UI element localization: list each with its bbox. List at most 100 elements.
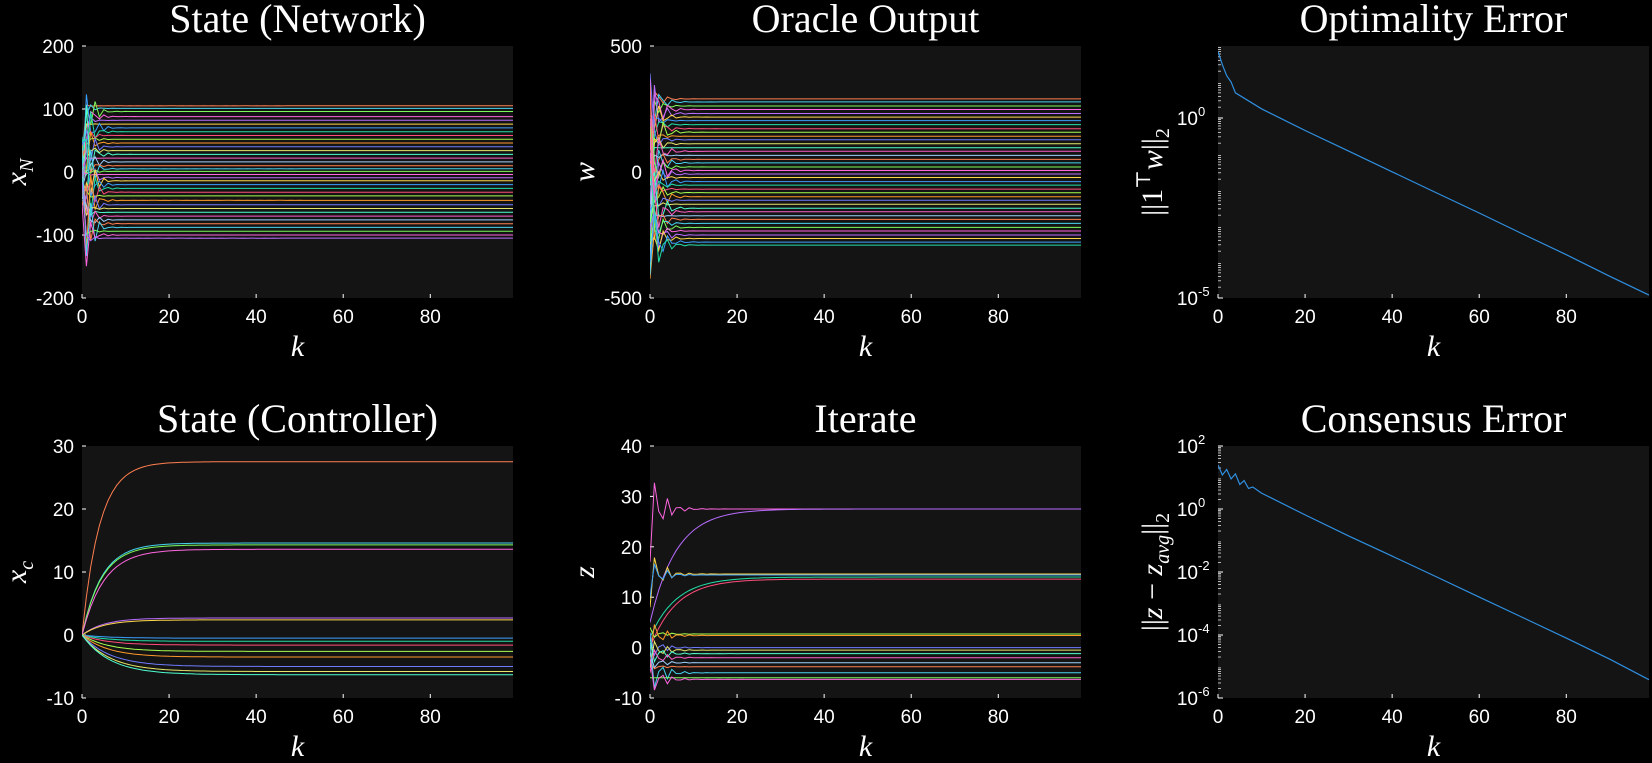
x-tick-label: 0 [77,707,88,728]
iterate-trajectory [650,648,1081,673]
consensus-error-line [1218,464,1649,681]
y-tick-label: 100 [42,100,74,121]
network-trajectory [82,187,513,235]
oracle-trajectory [650,210,1081,250]
x-axis-label: k [1427,330,1441,363]
oracle-trajectory [650,180,1081,234]
y-tick-label: -200 [36,289,74,310]
y-tick-label: 40 [621,437,642,458]
x-tick-label: 60 [901,707,922,728]
y-axis-label: w [568,162,601,182]
y-tick-label: 30 [53,437,74,458]
oracle-trajectory [650,138,1081,183]
y-tick-label: 10 [1177,689,1198,710]
oracle-trajectory [650,131,1081,195]
y-axis-label: z [568,566,601,579]
panel-title: Iterate [814,396,916,441]
oracle-trajectory [650,153,1081,224]
x-tick-label: 0 [645,307,656,328]
plot-area [650,446,1081,698]
network-trajectory [82,180,513,198]
oracle-trajectory [650,118,1081,201]
network-trajectory [82,168,513,226]
controller-trajectory [82,634,513,667]
x-tick-label: 80 [1556,707,1577,728]
x-tick-label: 20 [159,307,180,328]
y-tick-exponent: 0 [1198,495,1205,510]
oracle-trajectory [650,79,1081,196]
panel-title: State (Controller) [157,396,438,441]
x-axis-label: k [291,730,305,763]
x-tick-label: 0 [77,307,88,328]
network-trajectory [82,148,513,257]
network-trajectory [82,203,513,267]
x-tick-label: 60 [333,307,354,328]
oracle-trajectory [650,132,1081,144]
network-trajectory [82,169,513,207]
network-trajectory [82,146,513,197]
x-tick-label: 40 [246,707,267,728]
network-trajectory [82,176,513,216]
x-tick-label: 20 [727,707,748,728]
controller-trajectory [82,544,513,636]
oracle-trajectory [650,146,1081,186]
oracle-trajectory [650,119,1081,176]
controller-trajectory [82,634,513,652]
network-trajectory [82,137,513,172]
oracle-trajectory [650,185,1081,223]
controller-trajectory [82,461,513,636]
network-trajectory [82,94,513,194]
y-tick-label: 500 [610,37,642,58]
oracle-trajectory [650,120,1081,271]
x-tick-label: 60 [1469,307,1490,328]
x-tick-label: 60 [333,707,354,728]
oracle-trajectory [650,152,1081,228]
controller-trajectory [82,634,513,658]
network-trajectory [82,129,513,162]
controller-trajectory [82,634,513,639]
x-tick-label: 80 [988,307,1009,328]
y-tick-exponent: 2 [1198,432,1205,447]
optimality-error-line [1218,51,1649,296]
oracle-trajectory [650,92,1081,229]
x-tick-label: 20 [1295,307,1316,328]
y-tick-label: 10 [1177,626,1198,647]
x-tick-label: 60 [1469,707,1490,728]
oracle-trajectory [650,93,1081,205]
y-tick-exponent: -6 [1198,684,1210,699]
x-axis-label: k [859,330,873,363]
x-tick-label: 60 [901,307,922,328]
x-tick-label: 20 [1295,707,1316,728]
y-tick-label: 10 [1177,563,1198,584]
x-tick-label: 0 [1213,707,1224,728]
x-tick-label: 20 [159,707,180,728]
iterate-trajectory [650,627,1081,638]
plot-area [82,46,513,298]
oracle-trajectory [650,73,1081,147]
y-tick-label: 10 [53,563,74,584]
iterate-trajectory [650,662,1081,670]
y-tick-label: -100 [36,226,74,247]
network-trajectory [82,138,513,216]
network-trajectory [82,185,513,217]
oracle-trajectory [650,137,1081,236]
x-axis-label: k [1427,730,1441,763]
network-trajectory [82,101,513,188]
x-axis-label: k [291,330,305,363]
network-trajectory [82,111,513,176]
x-tick-label: 40 [814,307,835,328]
oracle-trajectory [650,229,1081,253]
x-tick-label: 0 [1213,307,1224,328]
y-tick-label: 10 [621,588,642,609]
oracle-trajectory [650,185,1081,279]
y-tick-exponent: -2 [1198,558,1210,573]
network-trajectory [82,167,513,174]
series-group [650,73,1081,279]
network-trajectory [82,104,513,199]
oracle-trajectory [650,113,1081,183]
y-axis-label: xN [0,157,38,186]
oracle-trajectory [650,100,1081,264]
y-tick-label: 0 [631,163,642,184]
